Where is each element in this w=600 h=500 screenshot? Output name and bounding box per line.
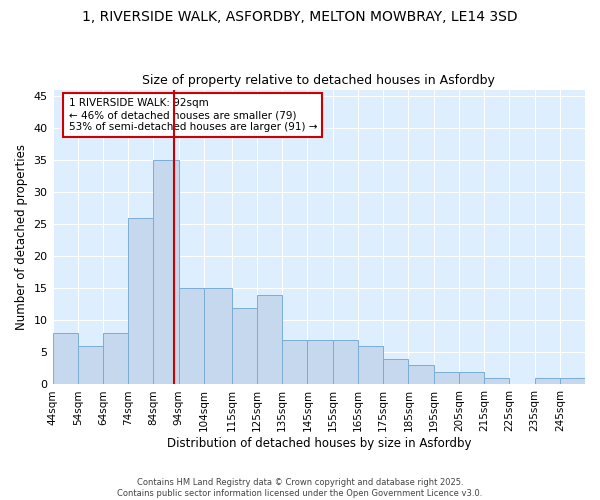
Bar — [383, 359, 409, 384]
Bar — [484, 378, 509, 384]
Bar — [154, 160, 179, 384]
Bar — [232, 308, 257, 384]
Bar — [434, 372, 459, 384]
Text: 1 RIVERSIDE WALK: 92sqm
← 46% of detached houses are smaller (79)
53% of semi-de: 1 RIVERSIDE WALK: 92sqm ← 46% of detache… — [68, 98, 317, 132]
Bar — [103, 333, 128, 384]
Bar — [128, 218, 154, 384]
Bar — [282, 340, 307, 384]
X-axis label: Distribution of detached houses by size in Asfordby: Distribution of detached houses by size … — [167, 437, 471, 450]
Bar — [332, 340, 358, 384]
Bar — [179, 288, 204, 384]
Bar — [257, 294, 282, 384]
Bar — [358, 346, 383, 385]
Bar — [459, 372, 484, 384]
Title: Size of property relative to detached houses in Asfordby: Size of property relative to detached ho… — [142, 74, 495, 87]
Bar — [535, 378, 560, 384]
Bar — [307, 340, 332, 384]
Bar — [78, 346, 103, 385]
Text: Contains HM Land Registry data © Crown copyright and database right 2025.
Contai: Contains HM Land Registry data © Crown c… — [118, 478, 482, 498]
Bar — [53, 333, 78, 384]
Text: 1, RIVERSIDE WALK, ASFORDBY, MELTON MOWBRAY, LE14 3SD: 1, RIVERSIDE WALK, ASFORDBY, MELTON MOWB… — [82, 10, 518, 24]
Bar — [560, 378, 585, 384]
Bar — [409, 365, 434, 384]
Y-axis label: Number of detached properties: Number of detached properties — [15, 144, 28, 330]
Bar — [204, 288, 232, 384]
